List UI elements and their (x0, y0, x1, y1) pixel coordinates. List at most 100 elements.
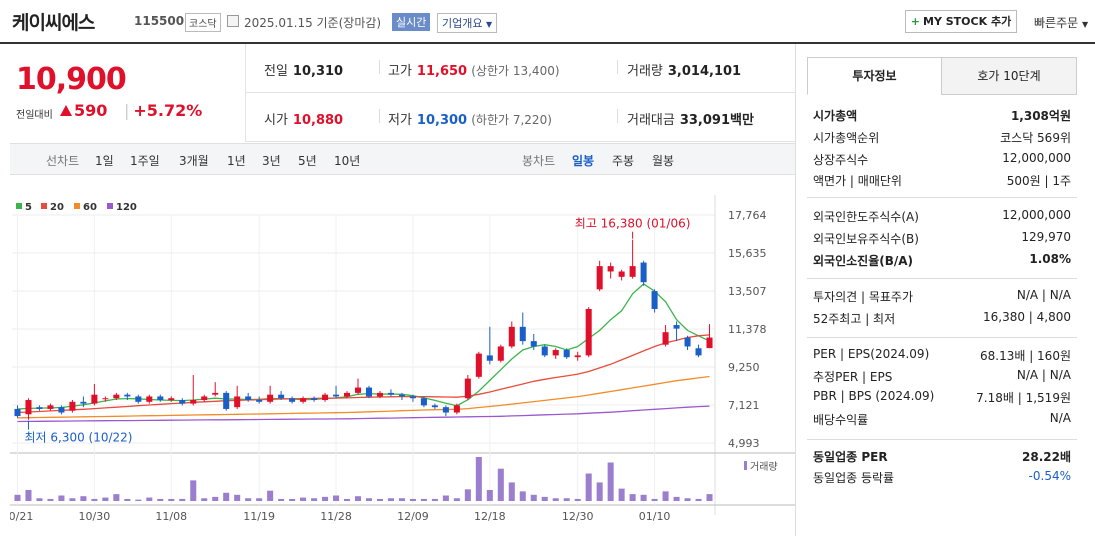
my-stock-add-button[interactable]: + MY STOCK 추가 (905, 10, 1017, 33)
panel-divider (807, 337, 1077, 338)
volume-bar (519, 491, 526, 501)
candle-body (618, 271, 625, 277)
candle-body (190, 400, 197, 404)
candle-body (475, 353, 482, 377)
open-label: 시가 (264, 113, 288, 128)
volume-bar (398, 498, 405, 501)
info-row: 외국인한도주식수(A) 12,000,000 (813, 208, 1071, 226)
candle-body (124, 394, 131, 397)
info-row: 시가총액 1,308억원 (813, 107, 1071, 125)
high-annotation: 최고 16,380 (01/06) (575, 217, 691, 231)
period-daily[interactable]: 일봉 (572, 154, 595, 168)
volume-bar (124, 498, 131, 501)
volume-bar (684, 498, 691, 501)
candle-body (420, 398, 427, 406)
volume-bar (651, 498, 658, 501)
info-value: 7.18배 | 1,519원 (976, 391, 1071, 405)
volume-bar (563, 498, 570, 501)
moving-average-5 (17, 283, 710, 410)
volume-bar (69, 498, 76, 501)
company-info-label: 기업개요 (442, 17, 483, 30)
quick-order-label: 빠른주문 (1034, 16, 1079, 30)
volume-bar (541, 496, 548, 501)
volume-bar (344, 498, 351, 501)
candle-body (223, 392, 230, 409)
info-label: 상장주식수 (813, 153, 869, 167)
info-row: 배당수익률 N/A (813, 411, 1071, 429)
volume-bar (453, 498, 460, 501)
period-weekly[interactable]: 주봉 (612, 154, 635, 168)
period-1y[interactable]: 1년 (227, 154, 246, 168)
period-10y[interactable]: 10년 (334, 154, 361, 168)
calendar-icon (227, 15, 239, 27)
line-chart-label: 선차트 (46, 154, 80, 168)
moving-average-120 (17, 405, 710, 423)
candle-body (662, 332, 669, 345)
info-value: 코스닥 569위 (1000, 131, 1071, 145)
x-tick-label: 11/28 (320, 510, 352, 523)
amount-value: 33,091 (679, 113, 731, 128)
volume-bar (387, 498, 394, 501)
price-chart[interactable]: 17,764 15,635 13,507 11,378 9,250 7,121 4,993 1… (10, 195, 795, 536)
candle-body (684, 337, 691, 347)
current-price-box: 10,900 전일대비 590 | +5.72% (10, 44, 246, 142)
candle-body (387, 392, 394, 395)
price-change-pct-value: +5.72% (133, 101, 203, 120)
high-label: 고가 (388, 64, 412, 79)
info-label: 외국인소진율(B/A) (813, 254, 914, 268)
volume-bar (409, 498, 416, 501)
stock-header: 케이씨에스 115500 코스닥 2025.01.15 기준(장마감) 실시간 … (0, 0, 1095, 44)
period-3y[interactable]: 3년 (262, 154, 281, 168)
candle-body (289, 398, 296, 402)
info-label: 투자의견 | 목표주가 (813, 290, 913, 304)
volume-bar (168, 498, 175, 501)
current-price: 10,900 (16, 62, 127, 97)
company-info-dropdown[interactable]: 기업개요 ▼ (437, 13, 498, 33)
volume-bar (80, 496, 87, 501)
panel-divider (807, 278, 1077, 279)
realtime-button[interactable]: 실시간 (392, 13, 431, 31)
high-value: 11,650 (416, 64, 468, 79)
candle-body (354, 387, 362, 393)
candle-body (508, 326, 515, 347)
candle-body (486, 355, 493, 361)
info-value: 12,000,000 (1002, 151, 1071, 165)
period-5y[interactable]: 5년 (298, 154, 317, 168)
y-tick-label: 15,635 (728, 247, 767, 260)
volume-bar (300, 497, 307, 501)
volume-bar (14, 494, 21, 501)
info-label: 외국인보유주식수(B) (813, 232, 919, 246)
volume-bar (662, 491, 669, 501)
candle-body (453, 405, 460, 413)
tab-investment-info[interactable]: 투자정보 (807, 57, 942, 95)
amount-unit: 백만 (730, 113, 754, 128)
volume-legend-swatch (744, 461, 747, 470)
y-tick-label: 17,764 (728, 209, 767, 222)
tab-order-book[interactable]: 호가 10단계 (941, 57, 1077, 95)
moving-average-60 (17, 375, 710, 419)
candle-body (629, 266, 636, 277)
panel-divider (807, 197, 1077, 198)
y-tick-label: 13,507 (728, 285, 767, 298)
candle-body (607, 266, 614, 272)
candle-body (673, 325, 680, 329)
candle-body (135, 396, 142, 402)
low-annotation: 최저 6,300 (10/22) (24, 431, 132, 445)
info-label: 액면가 | 매매단위 (813, 174, 902, 188)
low-label: 저가 (388, 113, 412, 128)
volume-bar (58, 495, 65, 501)
period-3m[interactable]: 3개월 (179, 154, 209, 168)
volume-bar (431, 498, 438, 501)
volume-bar (629, 494, 636, 501)
period-1d[interactable]: 1일 (95, 154, 114, 168)
candle-body (398, 394, 405, 397)
candle-body (695, 348, 702, 356)
info-row: PER | EPS(2024.09) 68.13배 | 160원 (813, 347, 1071, 365)
open-value: 10,880 (292, 113, 344, 128)
legend-swatch (41, 203, 47, 209)
quick-order-button[interactable]: 빠른주문 ▼ (1034, 14, 1088, 31)
info-value: 500원 | 1주 (1006, 174, 1071, 188)
info-row: 투자의견 | 목표주가 N/A | N/A (813, 288, 1071, 306)
period-monthly[interactable]: 월봉 (652, 154, 675, 168)
period-1w[interactable]: 1주일 (130, 154, 160, 168)
